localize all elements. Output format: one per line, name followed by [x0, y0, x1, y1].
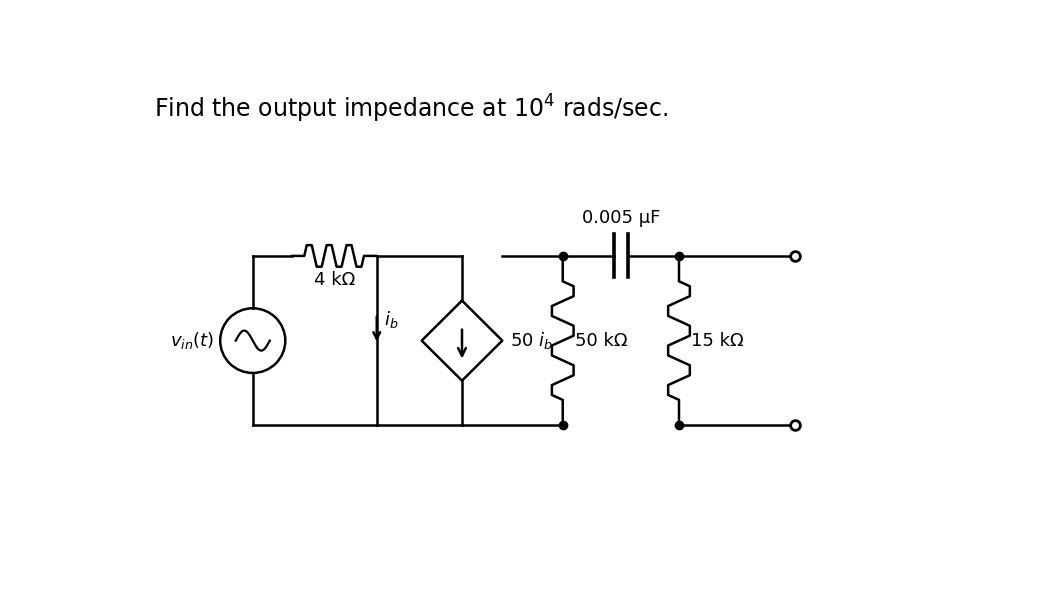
Text: $v_{in}(t)$: $v_{in}(t)$: [170, 330, 214, 351]
Text: Find the output impedance at $10^4$ rads/sec.: Find the output impedance at $10^4$ rads…: [154, 93, 668, 125]
Text: 50 $i_b$: 50 $i_b$: [510, 330, 553, 351]
Text: $i_b$: $i_b$: [384, 308, 399, 329]
Text: 0.005 μF: 0.005 μF: [581, 208, 660, 226]
Text: 4 kΩ: 4 kΩ: [313, 271, 354, 289]
Text: 15 kΩ: 15 kΩ: [692, 332, 744, 350]
Text: 50 kΩ: 50 kΩ: [575, 332, 628, 350]
